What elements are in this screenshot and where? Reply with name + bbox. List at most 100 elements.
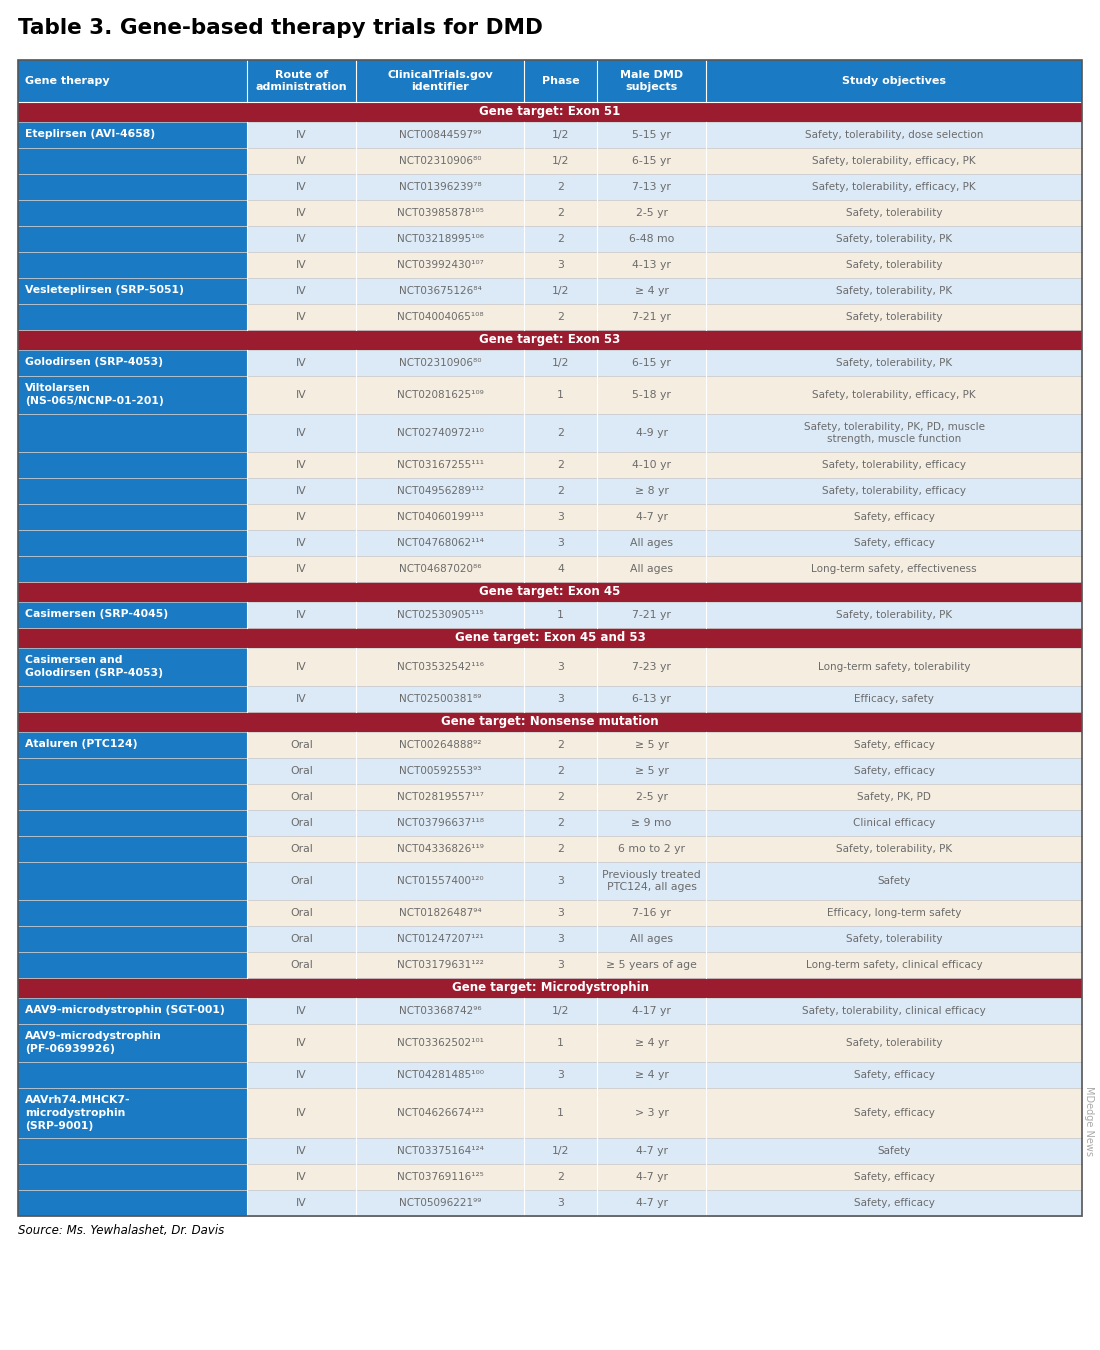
Text: Safety, efficacy: Safety, efficacy bbox=[854, 740, 935, 751]
Text: ≥ 4 yr: ≥ 4 yr bbox=[635, 1038, 669, 1048]
Bar bbox=[246, 200, 1082, 225]
Bar bbox=[246, 278, 1082, 304]
Text: NCT00264888⁹²: NCT00264888⁹² bbox=[399, 740, 482, 751]
Text: 6 mo to 2 yr: 6 mo to 2 yr bbox=[618, 844, 685, 855]
Bar bbox=[18, 732, 246, 977]
Text: Safety, tolerability, efficacy: Safety, tolerability, efficacy bbox=[822, 486, 966, 495]
Bar bbox=[18, 648, 246, 711]
Text: Oral: Oral bbox=[290, 792, 312, 802]
Text: MDedge News: MDedge News bbox=[1084, 1085, 1094, 1156]
Text: Viltolarsen
(NS-065/NCNP-01-201): Viltolarsen (NS-065/NCNP-01-201) bbox=[25, 383, 164, 406]
Text: IV: IV bbox=[296, 1006, 307, 1017]
Text: NCT02530905¹¹⁵: NCT02530905¹¹⁵ bbox=[397, 610, 484, 620]
Text: Safety: Safety bbox=[878, 876, 911, 886]
Text: Male DMD
subjects: Male DMD subjects bbox=[620, 70, 683, 92]
Bar bbox=[246, 304, 1082, 329]
Text: IV: IV bbox=[296, 182, 307, 192]
Text: NCT03218995¹⁰⁶: NCT03218995¹⁰⁶ bbox=[397, 234, 484, 244]
Text: Oral: Oral bbox=[290, 960, 312, 971]
Text: 4-13 yr: 4-13 yr bbox=[632, 261, 671, 270]
Text: IV: IV bbox=[296, 1172, 307, 1183]
Text: All ages: All ages bbox=[630, 564, 673, 574]
Bar bbox=[246, 174, 1082, 200]
Text: IV: IV bbox=[296, 694, 307, 703]
Text: IV: IV bbox=[296, 312, 307, 323]
Bar bbox=[246, 452, 1082, 478]
Text: NCT04687020⁸⁶: NCT04687020⁸⁶ bbox=[399, 564, 482, 574]
Text: Gene target: Exon 45 and 53: Gene target: Exon 45 and 53 bbox=[454, 632, 646, 644]
Text: 1/2: 1/2 bbox=[552, 1006, 570, 1017]
Text: 2: 2 bbox=[558, 234, 564, 244]
Text: 2: 2 bbox=[558, 818, 564, 828]
Text: Safety, efficacy: Safety, efficacy bbox=[854, 1108, 935, 1118]
Text: Long-term safety, clinical efficacy: Long-term safety, clinical efficacy bbox=[806, 960, 982, 971]
Text: Oral: Oral bbox=[290, 740, 312, 751]
Bar bbox=[18, 377, 246, 582]
Text: Gene target: Exon 53: Gene target: Exon 53 bbox=[480, 333, 620, 347]
Text: IV: IV bbox=[296, 157, 307, 166]
Text: NCT00592553⁹³: NCT00592553⁹³ bbox=[399, 765, 482, 776]
Text: Phase: Phase bbox=[542, 76, 580, 86]
Text: IV: IV bbox=[296, 610, 307, 620]
Text: NCT03375164¹²⁴: NCT03375164¹²⁴ bbox=[397, 1146, 484, 1156]
Text: 3: 3 bbox=[558, 934, 564, 944]
Text: ≥ 5 yr: ≥ 5 yr bbox=[635, 765, 669, 776]
Text: Long-term safety, effectiveness: Long-term safety, effectiveness bbox=[812, 564, 977, 574]
Text: Table 3. Gene-based therapy trials for DMD: Table 3. Gene-based therapy trials for D… bbox=[18, 18, 543, 38]
Text: Casimersen (SRP-4045): Casimersen (SRP-4045) bbox=[25, 609, 168, 620]
Text: Safety: Safety bbox=[878, 1146, 911, 1156]
Text: 1/2: 1/2 bbox=[552, 286, 570, 296]
Bar bbox=[246, 350, 1082, 377]
Text: 1/2: 1/2 bbox=[552, 157, 570, 166]
Bar bbox=[246, 757, 1082, 784]
Text: IV: IV bbox=[296, 1197, 307, 1208]
Text: NCT04060199¹¹³: NCT04060199¹¹³ bbox=[397, 512, 484, 522]
Bar bbox=[18, 1025, 246, 1088]
Text: Eteplirsen (AVI-4658): Eteplirsen (AVI-4658) bbox=[25, 130, 155, 139]
Bar bbox=[246, 478, 1082, 504]
Text: Clinical efficacy: Clinical efficacy bbox=[854, 818, 935, 828]
Bar bbox=[18, 998, 246, 1025]
Text: Safety, efficacy: Safety, efficacy bbox=[854, 1197, 935, 1208]
Text: Safety, tolerability, PK: Safety, tolerability, PK bbox=[836, 286, 953, 296]
Bar bbox=[246, 1062, 1082, 1088]
Text: Oral: Oral bbox=[290, 765, 312, 776]
Text: 2-5 yr: 2-5 yr bbox=[636, 792, 668, 802]
Text: ≥ 4 yr: ≥ 4 yr bbox=[635, 1071, 669, 1080]
Text: 2: 2 bbox=[558, 428, 564, 437]
Text: Previously treated
PTC124, all ages: Previously treated PTC124, all ages bbox=[602, 869, 701, 892]
Text: IV: IV bbox=[296, 390, 307, 400]
Bar bbox=[18, 1088, 246, 1216]
Text: 3: 3 bbox=[558, 261, 564, 270]
Bar bbox=[246, 863, 1082, 900]
Text: 5-18 yr: 5-18 yr bbox=[632, 390, 671, 400]
Text: 3: 3 bbox=[558, 1197, 564, 1208]
Text: 7-23 yr: 7-23 yr bbox=[632, 662, 671, 672]
Text: IV: IV bbox=[296, 286, 307, 296]
Bar bbox=[246, 556, 1082, 582]
Text: IV: IV bbox=[296, 512, 307, 522]
Text: NCT04281485¹⁰⁰: NCT04281485¹⁰⁰ bbox=[397, 1071, 484, 1080]
Text: Gene target: Exon 51: Gene target: Exon 51 bbox=[480, 105, 620, 119]
Bar bbox=[246, 900, 1082, 926]
Bar bbox=[246, 1088, 1082, 1138]
Text: Safety, tolerability, efficacy, PK: Safety, tolerability, efficacy, PK bbox=[813, 390, 976, 400]
Bar bbox=[246, 1189, 1082, 1216]
Text: ≥ 8 yr: ≥ 8 yr bbox=[635, 486, 669, 495]
Text: Safety, tolerability, dose selection: Safety, tolerability, dose selection bbox=[805, 130, 983, 140]
Text: 3: 3 bbox=[558, 662, 564, 672]
Text: Safety, efficacy: Safety, efficacy bbox=[854, 765, 935, 776]
Text: 3: 3 bbox=[558, 512, 564, 522]
Bar bbox=[246, 122, 1082, 148]
Text: Safety, tolerability, PK, PD, muscle
strength, muscle function: Safety, tolerability, PK, PD, muscle str… bbox=[804, 421, 984, 444]
Text: 7-13 yr: 7-13 yr bbox=[632, 182, 671, 192]
Text: All ages: All ages bbox=[630, 539, 673, 548]
Bar bbox=[246, 252, 1082, 278]
Text: 6-15 yr: 6-15 yr bbox=[632, 157, 671, 166]
Bar bbox=[246, 225, 1082, 252]
Bar bbox=[18, 628, 1082, 648]
Text: Safety, tolerability, efficacy, PK: Safety, tolerability, efficacy, PK bbox=[813, 157, 976, 166]
Bar bbox=[18, 582, 1082, 602]
Text: IV: IV bbox=[296, 428, 307, 437]
Text: 4-7 yr: 4-7 yr bbox=[636, 512, 668, 522]
